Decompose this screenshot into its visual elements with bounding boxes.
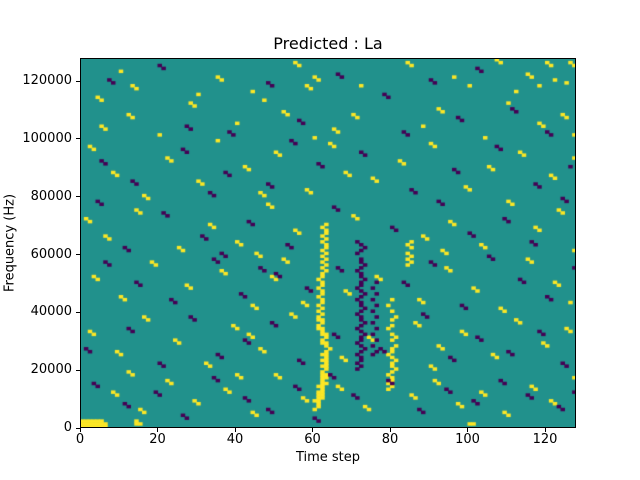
- y-tick-label: 20000: [30, 362, 72, 378]
- x-tick-mark: [389, 428, 391, 432]
- x-tick-mark: [157, 428, 158, 432]
- y-tick-mark: [76, 311, 80, 313]
- y-tick-mark: [76, 80, 80, 82]
- x-tick-label: 100: [455, 432, 480, 447]
- x-tick-label: 20: [149, 432, 166, 447]
- x-tick-mark: [79, 428, 81, 432]
- y-tick-label: 60000: [30, 246, 72, 262]
- y-tick-label: 120000: [22, 73, 72, 89]
- y-tick-mark: [76, 254, 80, 256]
- y-tick-label: 80000: [30, 188, 72, 204]
- y-tick-mark: [76, 196, 80, 198]
- y-axis-label: Frequency (Hz): [2, 193, 18, 293]
- x-tick-mark: [312, 428, 313, 432]
- x-tick-mark: [467, 428, 468, 432]
- x-tick-label: 120: [532, 432, 558, 447]
- chart-title: Predicted : La: [273, 34, 383, 53]
- y-tick-mark: [76, 369, 80, 371]
- x-tick-label: 40: [226, 432, 244, 447]
- x-tick-label: 80: [381, 432, 399, 447]
- y-tick-mark: [76, 427, 80, 429]
- y-tick-label: 100000: [22, 130, 72, 146]
- x-tick-mark: [234, 428, 236, 432]
- heatmap-canvas: [80, 58, 576, 428]
- x-tick-label: 0: [75, 432, 85, 447]
- y-tick-label: 40000: [30, 304, 72, 320]
- x-tick-mark: [544, 428, 546, 432]
- x-axis-label: Time step: [295, 450, 361, 465]
- y-tick-label: 0: [63, 420, 72, 435]
- x-tick-label: 60: [304, 432, 321, 447]
- y-tick-mark: [76, 138, 80, 140]
